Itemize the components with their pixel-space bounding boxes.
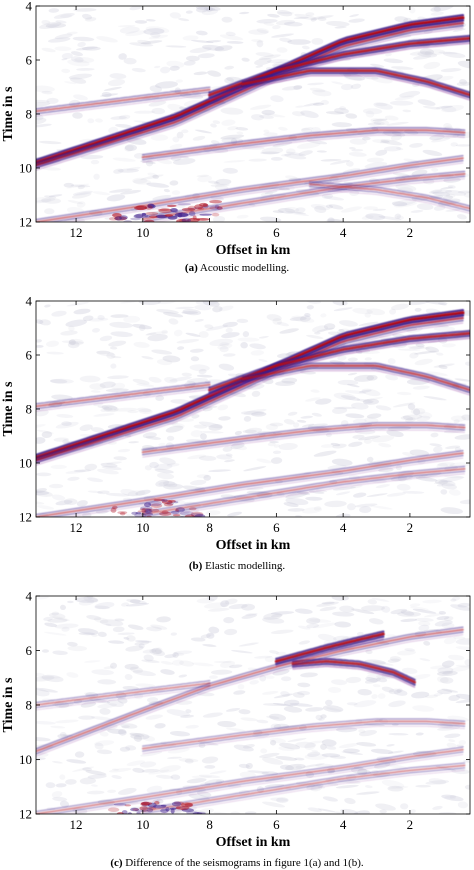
y-tick-label: 12 (19, 807, 32, 822)
plot-area-c (36, 596, 470, 814)
blob-c-0 (134, 801, 184, 814)
event-b-7 (141, 465, 466, 517)
blob-a-0 (134, 203, 178, 220)
panel-b: 12 10 8 6 4 2 4 6 8 10 12 Offset in km Time in s (b) … (1, 294, 471, 572)
panel-a: 12 10 8 6 4 2 4 6 8 10 12 Offset in km Time in s (a) … (1, 0, 471, 274)
y-tick-label: 8 (26, 107, 33, 122)
blob-a-2 (109, 211, 159, 222)
y-tick-label: 6 (26, 53, 33, 68)
caption-label: (a) (185, 262, 198, 274)
event-a-4 (36, 86, 211, 117)
x-axis-title: Offset in km (216, 243, 291, 258)
y-axis-title: Time in s (1, 381, 16, 437)
y-axis-title: Time in s (1, 86, 16, 142)
event-c-4 (141, 718, 466, 754)
event-a-3 (241, 67, 470, 101)
caption-b: (b) Elastic modelling. (189, 560, 285, 572)
event-b-5 (141, 421, 466, 458)
y-tick-label: 8 (26, 698, 33, 713)
x-tick-label: 8 (206, 225, 213, 240)
plot-area-a (36, 6, 470, 222)
x-tick-label: 10 (136, 520, 149, 535)
y-tick-label: 6 (26, 643, 33, 658)
x-tick-label: 10 (136, 817, 149, 832)
x-tick-label: 10 (136, 225, 149, 240)
x-tick-label: 4 (340, 225, 347, 240)
caption-text: Difference of the seismograms in figure … (123, 857, 364, 869)
y-tick-label: 4 (26, 0, 33, 14)
y-tick-label: 10 (19, 752, 32, 767)
event-c-5 (36, 746, 464, 814)
event-c-2 (36, 626, 464, 757)
plot-area-b (36, 301, 470, 517)
caption-label: (b) (189, 560, 203, 572)
y-axis-title: Time in s (1, 677, 16, 733)
x-tick-label: 8 (206, 817, 213, 832)
caption-c: (c) Difference of the seismograms in fig… (110, 857, 364, 869)
blob-a-3 (177, 200, 223, 217)
x-tick-label: 2 (407, 225, 414, 240)
event-c-6 (141, 762, 466, 814)
noise-texture (36, 301, 470, 517)
x-axis-title: Offset in km (216, 835, 291, 850)
y-tick-label: 12 (19, 510, 32, 525)
blob-a-1 (164, 208, 210, 222)
event-b-4 (36, 381, 211, 412)
event-a-6 (36, 154, 464, 222)
y-tick-label: 10 (19, 161, 32, 176)
caption-label: (c) (110, 857, 123, 869)
y-tick-label: 4 (26, 589, 33, 604)
x-tick-label: 6 (273, 520, 280, 535)
x-tick-label: 2 (407, 817, 414, 832)
caption-text: Elastic modelling. (202, 560, 285, 572)
caption-a: (a) Acoustic modelling. (185, 262, 289, 274)
event-c-3 (36, 679, 211, 711)
y-tick-label: 8 (26, 402, 33, 417)
y-tick-label: 6 (26, 348, 33, 363)
x-tick-label: 12 (70, 817, 83, 832)
x-tick-label: 12 (70, 225, 83, 240)
event-b-6 (36, 449, 464, 517)
blob-b-0 (137, 498, 179, 514)
event-a-5 (141, 126, 466, 163)
x-axis-title: Offset in km (216, 538, 291, 553)
blob-c-2 (107, 803, 154, 814)
x-tick-label: 2 (407, 520, 414, 535)
event-b-3 (241, 362, 470, 396)
event-a-8 (308, 180, 470, 214)
x-tick-label: 4 (340, 817, 347, 832)
x-tick-label: 12 (70, 520, 83, 535)
caption-text: Acoustic modelling. (198, 262, 290, 274)
panel-c: 12 10 8 6 4 2 4 6 8 10 12 Offset in km Time in s (c) … (1, 589, 471, 869)
x-tick-label: 6 (273, 225, 280, 240)
blob-c-1 (160, 802, 206, 814)
x-tick-label: 4 (340, 520, 347, 535)
x-tick-label: 6 (273, 817, 280, 832)
y-tick-label: 4 (26, 294, 33, 309)
y-tick-label: 10 (19, 456, 32, 471)
blob-b-1 (159, 502, 206, 517)
y-tick-label: 12 (19, 215, 32, 230)
x-tick-label: 8 (206, 520, 213, 535)
